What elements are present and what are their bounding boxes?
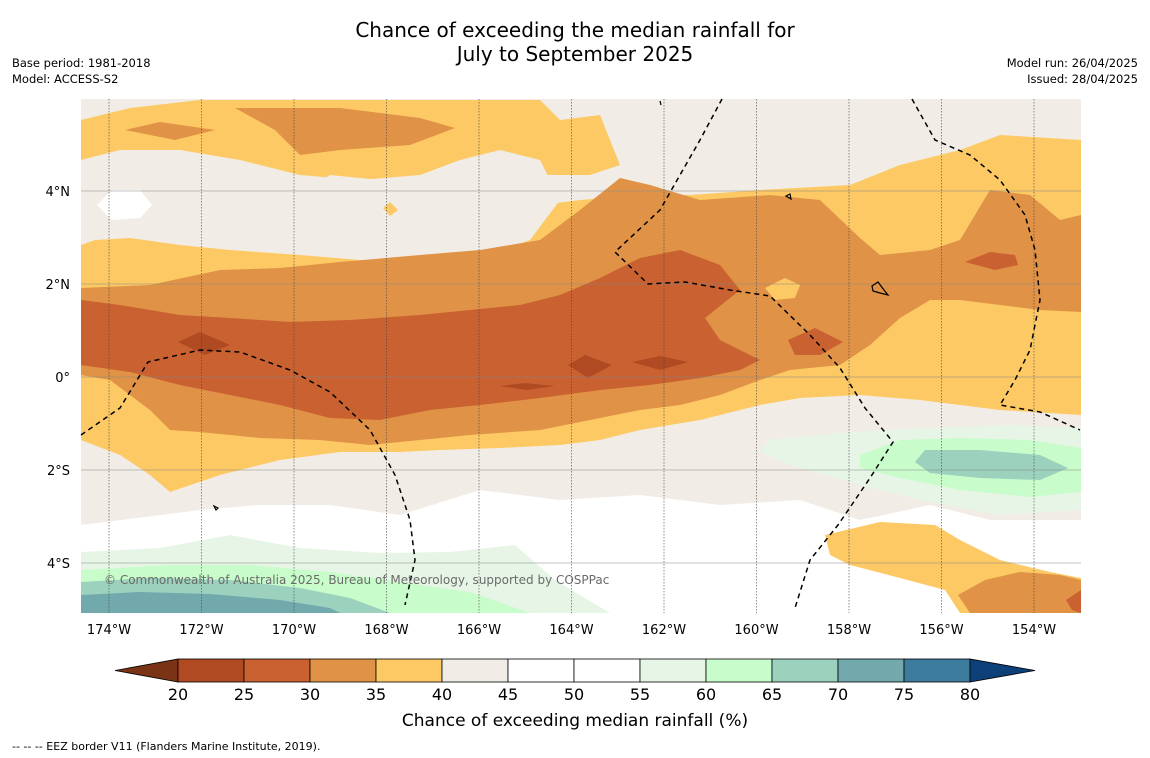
- longitude-label: 162°W: [642, 623, 686, 638]
- band-35-40-patch: [765, 278, 800, 300]
- colorbar: 20 25 30 35 40 45 50 55 60 65 70 75 80: [114, 658, 1036, 704]
- colorbar-swatch: [705, 658, 773, 683]
- colorbar-tick-label: 50: [564, 685, 584, 704]
- island-4: [659, 100, 662, 106]
- band-25-30-patch-northeast: [965, 252, 1018, 270]
- colorbar-tick-label: 75: [894, 685, 914, 704]
- copyright-notice: © Commonwealth of Australia 2025, Bureau…: [104, 573, 609, 587]
- longitude-label: 168°W: [364, 623, 408, 638]
- title-line-2: July to September 2025: [456, 42, 694, 66]
- band-45-50-patch: [97, 190, 152, 220]
- graticule: [81, 99, 1081, 613]
- meta-right: Model run: 26/04/2025 Issued: 28/04/2025: [1007, 55, 1138, 87]
- band-20-25-patch-2: [568, 355, 612, 378]
- colorbar-tick-label: 80: [960, 685, 980, 704]
- band-30-35-top: [125, 108, 455, 155]
- eez-borders: [80, 98, 1081, 609]
- colorbar-extend-low: [114, 658, 179, 683]
- base-period: Base period: 1981-2018: [12, 56, 151, 70]
- band-20-25-patch-1: [178, 332, 230, 355]
- band-25-30-patch-east: [788, 328, 843, 355]
- eez-border-west: [80, 349, 416, 606]
- colorbar-tick-label: 25: [234, 685, 254, 704]
- band-70-75-south: [81, 592, 340, 613]
- band-25-30-main: [81, 250, 760, 420]
- latitude-gridlines: [81, 190, 1081, 564]
- latitude-label: 4°N: [46, 185, 71, 200]
- colorbar-title: Chance of exceeding median rainfall (%): [402, 711, 748, 731]
- colorbar-swatch: [837, 658, 905, 683]
- colorbar-swatch: [177, 658, 245, 683]
- title-line-1: Chance of exceeding the median rainfall …: [355, 18, 795, 42]
- latitude-label: 4°S: [47, 557, 70, 572]
- colorbar-swatch: [441, 658, 509, 683]
- longitude-labels: 174°W 172°W 170°W 168°W 166°W 164°W 162°W 160°W…: [87, 623, 1056, 638]
- band-20-25-patch-3: [632, 356, 688, 370]
- eez-border-east: [911, 98, 1081, 431]
- colorbar-swatch: [309, 658, 377, 683]
- colorbar-tick-label: 65: [762, 685, 782, 704]
- band-30-35-southeast: [958, 572, 1081, 613]
- longitude-label: 156°W: [919, 623, 963, 638]
- longitude-label: 172°W: [179, 623, 223, 638]
- colorbar-tick-label: 20: [168, 685, 188, 704]
- colorbar-tick-label: 45: [498, 685, 518, 704]
- model-run: Model run: 26/04/2025: [1006, 56, 1138, 70]
- latitude-label: 2°S: [47, 464, 70, 479]
- colorbar-swatch: [903, 658, 971, 683]
- longitude-label: 158°W: [827, 623, 871, 638]
- colorbar-tick-label: 35: [366, 685, 386, 704]
- longitude-label: 170°W: [272, 623, 316, 638]
- eez-border-central: [613, 98, 894, 609]
- band-20-25-patch-4: [500, 383, 555, 390]
- longitude-label: 164°W: [549, 623, 593, 638]
- eez-footnote: -- -- -- EEZ border V11 (Flanders Marine…: [12, 740, 321, 753]
- rainfall-probability-field: [81, 99, 1081, 613]
- island-1: [871, 281, 890, 297]
- islands: [212, 100, 890, 512]
- longitude-label: 160°W: [734, 623, 778, 638]
- band-25-30-southeast: [1066, 590, 1081, 613]
- issued-date: Issued: 28/04/2025: [1027, 72, 1138, 86]
- band-65-70-east: [915, 450, 1068, 480]
- band-45-55-hole-nw: [81, 150, 560, 265]
- model-name: Model: ACCESS-S2: [12, 72, 119, 86]
- island-3: [212, 504, 220, 512]
- longitude-label: 154°W: [1012, 623, 1056, 638]
- colorbar-tick-label: 30: [300, 685, 320, 704]
- colorbar-swatch: [507, 658, 575, 683]
- island-2: [784, 193, 792, 201]
- latitude-labels: 4°N 2°N 0° 2°S 4°S: [46, 185, 71, 572]
- colorbar-swatch: [771, 658, 839, 683]
- colorbar-swatch: [243, 658, 311, 683]
- colorbar-swatch: [375, 658, 443, 683]
- colorbar-swatch: [639, 658, 707, 683]
- colorbar-tick-label: 60: [696, 685, 716, 704]
- latitude-label: 0°: [55, 371, 70, 386]
- longitude-label: 174°W: [87, 623, 131, 638]
- colorbar-tick-label: 40: [432, 685, 452, 704]
- colorbar-extend-high: [969, 658, 1036, 683]
- latitude-label: 2°N: [46, 278, 71, 293]
- longitude-label: 166°W: [457, 623, 501, 638]
- colorbar-swatch: [573, 658, 641, 683]
- colorbar-tick-label: 55: [630, 685, 650, 704]
- colorbar-tick-label: 70: [828, 685, 848, 704]
- meta-left: Base period: 1981-2018 Model: ACCESS-S2: [12, 55, 151, 87]
- map-title: Chance of exceeding the median rainfall …: [0, 18, 1150, 66]
